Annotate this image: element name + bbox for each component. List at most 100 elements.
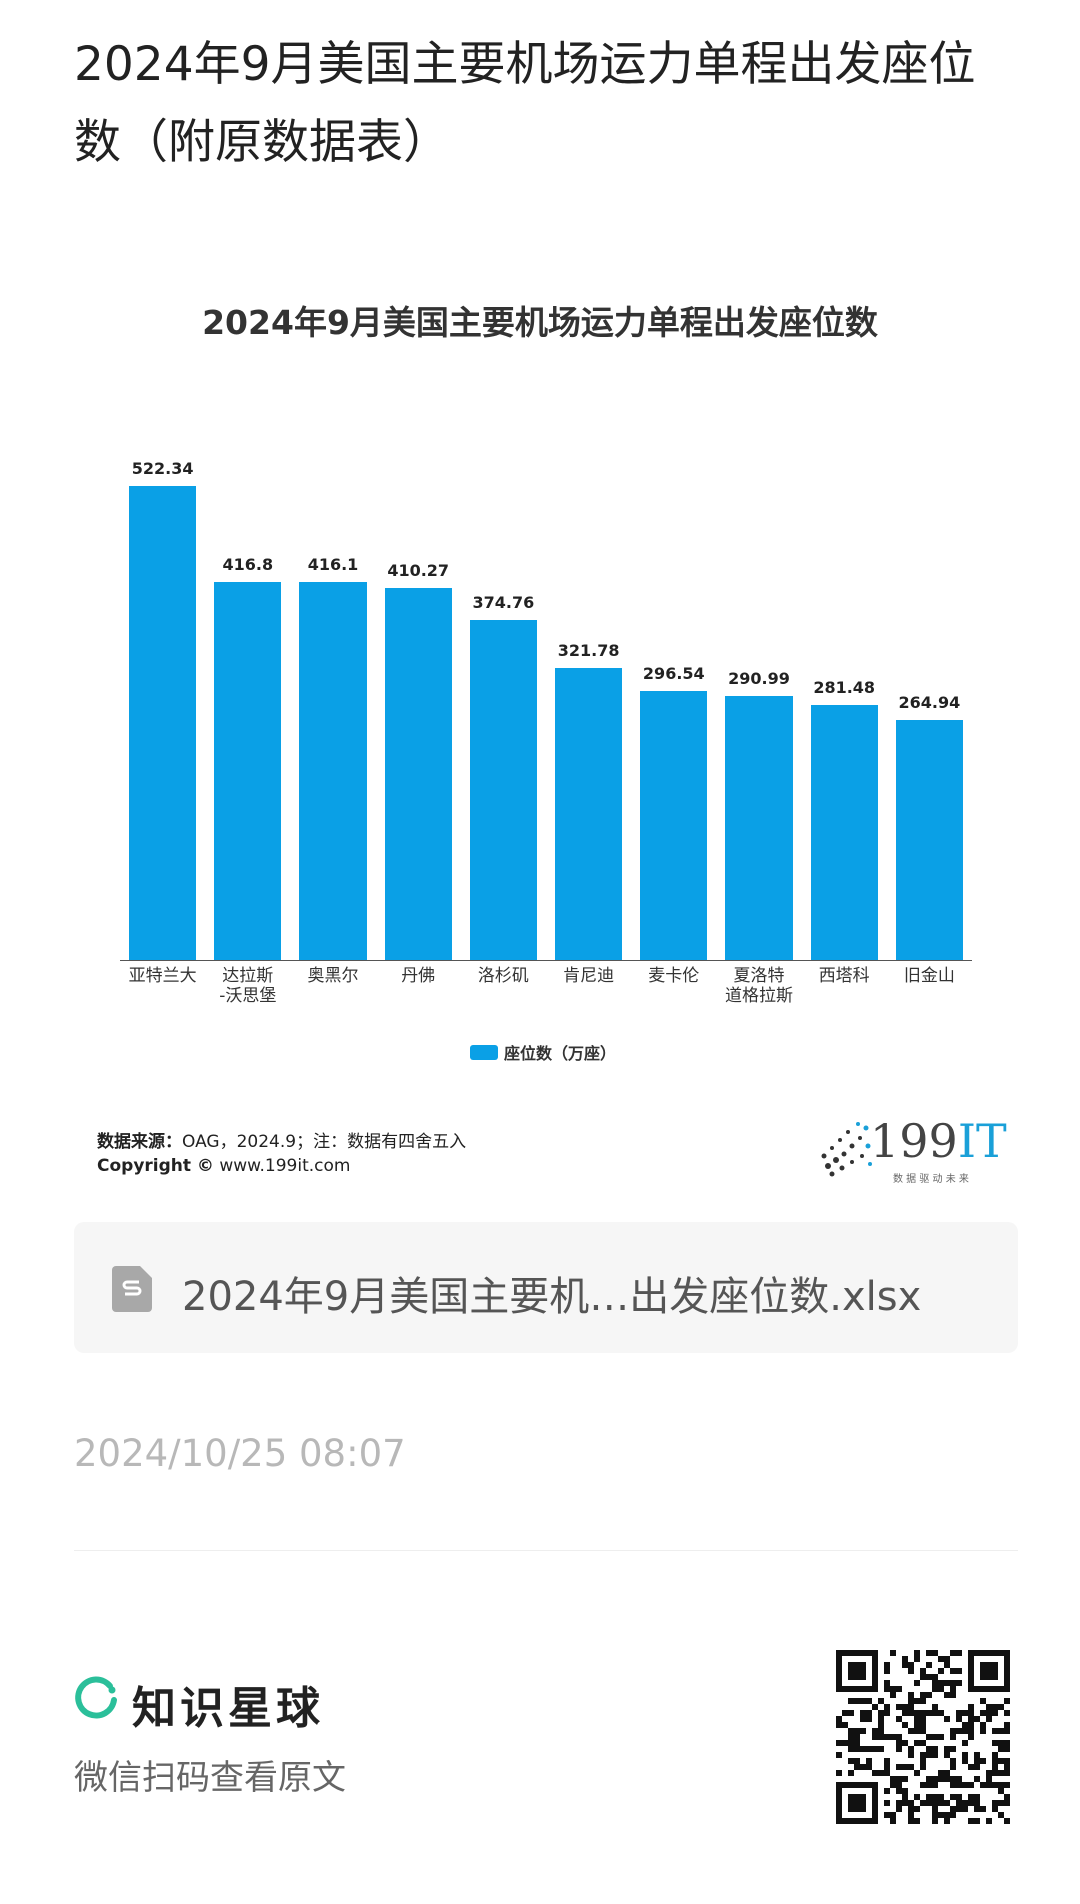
qr-cell — [950, 1650, 956, 1656]
qr-cell — [836, 1722, 842, 1728]
qr-cell — [974, 1800, 980, 1806]
qr-cell — [920, 1752, 926, 1758]
qr-cell — [998, 1728, 1004, 1734]
qr-cell — [914, 1680, 920, 1686]
qr-cell — [968, 1818, 974, 1824]
timestamp: 2024/10/25 08:07 — [74, 1432, 406, 1475]
qr-cell — [992, 1740, 998, 1746]
qr-cell — [902, 1656, 908, 1662]
bar — [384, 587, 452, 960]
qr-cell — [956, 1806, 962, 1812]
value-label: 296.54 — [642, 663, 705, 683]
qr-cell — [866, 1716, 872, 1722]
qr-cell — [938, 1686, 944, 1692]
qr-cell — [854, 1764, 860, 1770]
qr-cell — [872, 1728, 878, 1734]
qr-cell — [938, 1680, 944, 1686]
qr-cell — [932, 1752, 938, 1758]
qr-cell — [914, 1656, 920, 1662]
qr-cell — [908, 1752, 914, 1758]
qr-cell — [950, 1782, 956, 1788]
source-line: 数据来源：OAG，2024.9；注：数据有四舍五入 — [97, 1127, 466, 1152]
qr-cell — [926, 1674, 932, 1680]
value-label: 290.99 — [728, 668, 790, 688]
qr-cell — [896, 1782, 902, 1788]
qr-cell — [908, 1764, 914, 1770]
qr-cell — [992, 1806, 998, 1812]
qr-cell — [890, 1782, 896, 1788]
qr-cell — [866, 1764, 872, 1770]
qr-cell — [842, 1710, 848, 1716]
qr-cell — [962, 1758, 968, 1764]
qr-cell — [890, 1650, 896, 1656]
qr-cell — [902, 1788, 908, 1794]
qr-cell — [890, 1686, 896, 1692]
qr-cell — [908, 1728, 914, 1734]
qr-cell — [944, 1770, 950, 1776]
qr-cell — [950, 1692, 956, 1698]
qr-cell — [980, 1662, 998, 1680]
qr-cell — [884, 1758, 890, 1764]
qr-cell — [872, 1770, 878, 1776]
qr-cell — [920, 1782, 926, 1788]
qr-cell — [884, 1788, 890, 1794]
qr-cell — [974, 1716, 980, 1722]
qr-cell — [980, 1728, 986, 1734]
qr-code — [836, 1650, 1010, 1824]
x-tick-label: 洛杉矶 — [477, 966, 529, 986]
qr-cell — [962, 1722, 968, 1728]
qr-cell — [1004, 1800, 1010, 1806]
qr-cell — [926, 1710, 932, 1716]
qr-cell — [848, 1770, 854, 1776]
qr-cell — [998, 1746, 1004, 1752]
qr-cell — [998, 1788, 1004, 1794]
qr-cell — [956, 1668, 962, 1674]
qr-cell — [908, 1818, 914, 1824]
qr-cell — [920, 1710, 926, 1716]
qr-cell — [896, 1740, 902, 1746]
qr-cell — [968, 1764, 974, 1770]
qr-cell — [884, 1686, 890, 1692]
qr-cell — [956, 1680, 962, 1686]
qr-cell — [968, 1782, 974, 1788]
qr-cell — [950, 1728, 956, 1734]
qr-cell — [932, 1746, 938, 1752]
bar — [214, 581, 282, 960]
qr-cell — [980, 1698, 986, 1704]
qr-cell — [878, 1698, 884, 1704]
qr-cell — [956, 1650, 962, 1656]
qr-cell — [914, 1794, 920, 1800]
qr-cell — [920, 1758, 926, 1764]
chart: 2024年9月美国主要机场运力单程出发座位数 座位数（万座） 数据来源：OAG，… — [97, 303, 1007, 1185]
chart-title: 2024年9月美国主要机场运力单程出发座位数 — [202, 303, 878, 342]
qr-cell — [932, 1680, 938, 1686]
qr-cell — [986, 1818, 992, 1824]
qr-cell — [998, 1770, 1004, 1776]
bar — [810, 704, 878, 960]
qr-cell — [992, 1704, 998, 1710]
qr-cell — [974, 1758, 980, 1764]
qr-cell — [950, 1758, 956, 1764]
qr-cell — [914, 1818, 920, 1824]
qr-cell — [920, 1764, 926, 1770]
qr-cell — [836, 1770, 842, 1776]
qr-cell — [854, 1758, 860, 1764]
qr-cell — [932, 1812, 938, 1818]
qr-cell — [848, 1728, 854, 1734]
qr-cell — [938, 1812, 944, 1818]
attachment-name[interactable]: 2024年9月美国主要机…出发座位数.xlsx — [182, 1274, 922, 1320]
qr-cell — [938, 1770, 944, 1776]
x-tick-label: 旧金山 — [903, 966, 955, 986]
copyright-label: Copyright © — [97, 1156, 214, 1176]
qr-cell — [992, 1728, 998, 1734]
qr-cell — [938, 1734, 944, 1740]
qr-cell — [890, 1692, 896, 1698]
qr-cell — [956, 1794, 962, 1800]
hint: 微信扫码查看原文 — [74, 1758, 346, 1798]
qr-cell — [962, 1710, 968, 1716]
source: OAG，2024.9；注：数据有四舍五入 — [182, 1132, 467, 1152]
qr-cell — [842, 1722, 848, 1728]
qr-cell — [878, 1770, 884, 1776]
attachment-card[interactable] — [74, 1222, 1018, 1353]
qr-cell — [854, 1698, 860, 1704]
